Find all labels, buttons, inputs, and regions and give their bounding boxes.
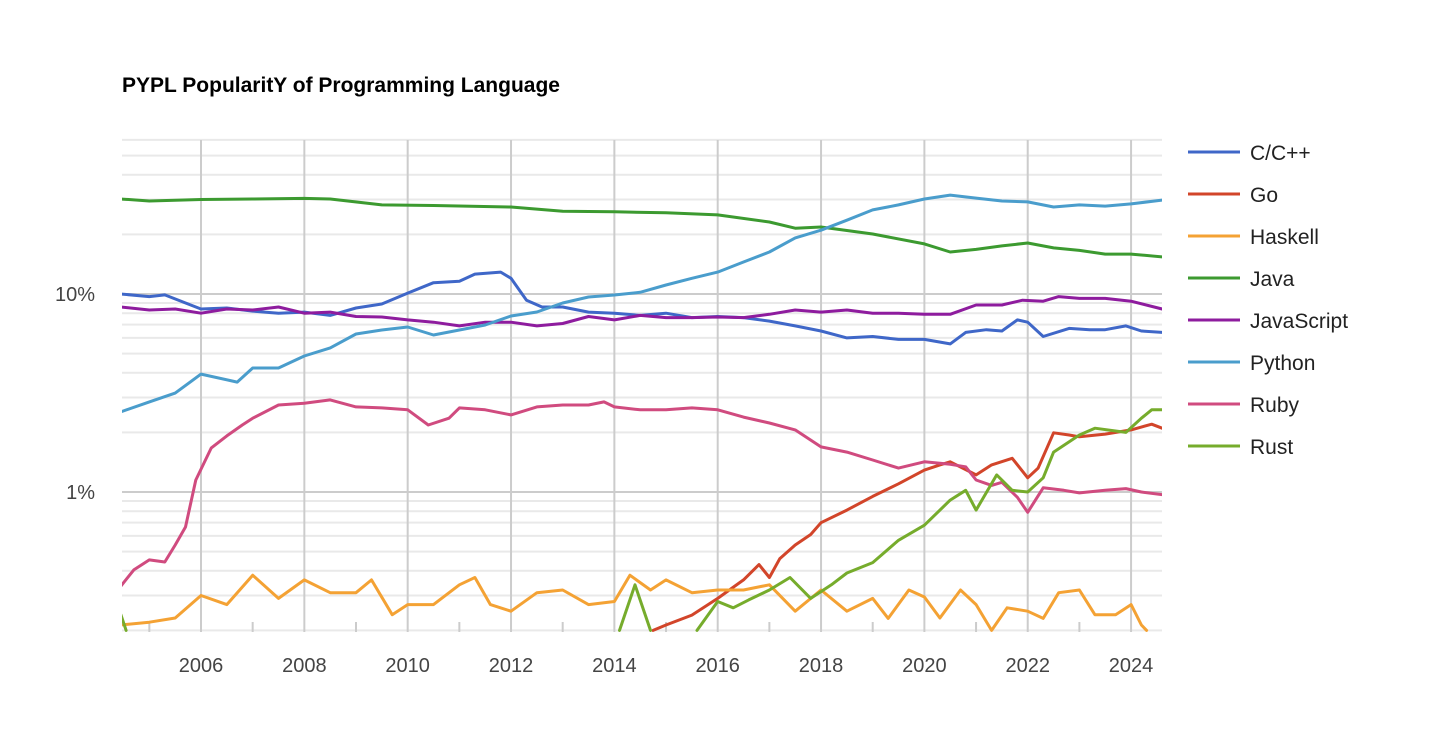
y-axis: 10% 1% — [55, 284, 95, 504]
legend-item[interactable]: Haskell — [1188, 226, 1319, 249]
x-tick-label: 2012 — [489, 655, 534, 677]
legend-label: Python — [1250, 352, 1315, 375]
series-line-java — [122, 196, 1162, 259]
legend-item[interactable]: C/C++ — [1188, 142, 1311, 165]
x-tick-label: 2014 — [592, 655, 637, 677]
series-line-go — [651, 422, 1162, 632]
x-tick-label: 2020 — [902, 655, 947, 677]
legend-item[interactable]: Java — [1188, 268, 1295, 291]
legend: C/C++ Go Haskell Java JavaScript Python Ruby Ru… — [1188, 142, 1348, 459]
chart-title: PYPL PopularitY of Programming Language — [122, 74, 560, 97]
legend-item[interactable]: Go — [1188, 184, 1278, 207]
series-line-rust — [122, 408, 1162, 632]
legend-item[interactable]: JavaScript — [1188, 310, 1348, 333]
x-tick-label: 2006 — [179, 655, 224, 677]
gridlines — [122, 138, 1162, 632]
legend-label: Haskell — [1250, 226, 1319, 249]
x-axis: 2006 2008 2010 2012 2014 2016 2018 2020 2022 2024 — [179, 655, 1154, 677]
x-tick-label: 2008 — [282, 655, 327, 677]
series-lines — [122, 193, 1162, 632]
x-tick-label: 2024 — [1109, 655, 1154, 677]
y-tick-label: 1% — [66, 482, 95, 504]
legend-label: C/C++ — [1250, 142, 1311, 165]
y-tick-label: 10% — [55, 284, 95, 306]
legend-label: Rust — [1250, 436, 1293, 459]
legend-label: Java — [1250, 268, 1295, 291]
legend-item[interactable]: Python — [1188, 352, 1315, 375]
x-tick-label: 2016 — [695, 655, 740, 677]
series-line-javascript — [122, 295, 1162, 328]
series-line-haskell — [122, 573, 1149, 632]
legend-label: Go — [1250, 184, 1278, 207]
legend-label: JavaScript — [1250, 310, 1348, 333]
legend-label: Ruby — [1250, 394, 1300, 417]
legend-item[interactable]: Ruby — [1188, 394, 1300, 417]
x-tick-label: 2010 — [385, 655, 430, 677]
x-tick-label: 2018 — [799, 655, 844, 677]
legend-item[interactable]: Rust — [1188, 436, 1293, 459]
x-tick-label: 2022 — [1005, 655, 1050, 677]
series-line-python — [122, 193, 1162, 414]
